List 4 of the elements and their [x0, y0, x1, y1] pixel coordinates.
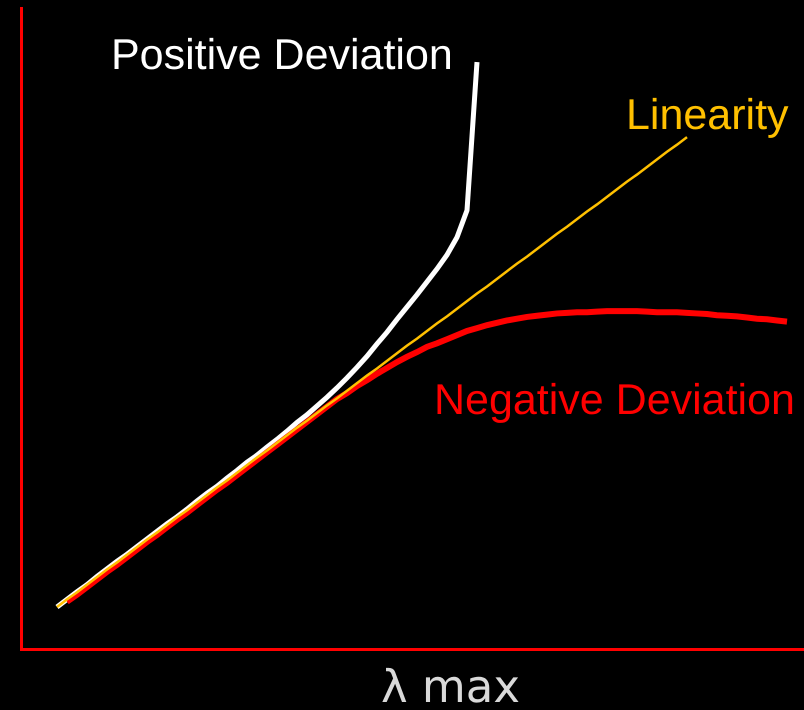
series-label: Negative Deviation: [434, 376, 795, 424]
x-axis-title: λ max: [381, 660, 520, 710]
series-label: Linearity: [626, 91, 790, 139]
series-label: Positive Deviation: [111, 31, 453, 79]
